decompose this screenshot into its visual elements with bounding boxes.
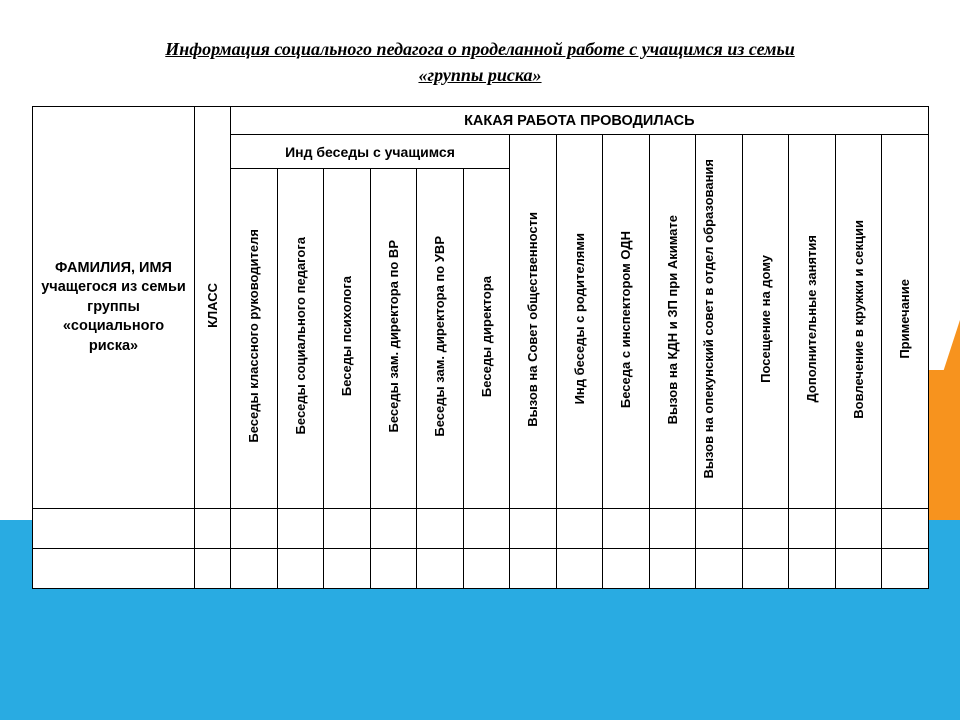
col-vertical: Вызов на КДН и ЗП при Акимате	[649, 135, 696, 509]
report-table: ФАМИЛИЯ, ИМЯ учащегося из семьи группы «…	[32, 106, 929, 589]
page-title: Информация социального педагога о продел…	[32, 36, 928, 88]
data-row	[33, 509, 929, 549]
col-vertical: Инд беседы с родителями	[556, 135, 603, 509]
col-vertical: Примечание	[882, 135, 929, 509]
col-vertical: Вовлечение в кружки и секции	[835, 135, 882, 509]
col-vertical: Беседы зам. директора по ВР	[370, 169, 417, 509]
col-vertical: Беседа с инспектором ОДН	[603, 135, 650, 509]
col-vertical: Беседы социального педагога	[277, 169, 324, 509]
page-content: Информация социального педагога о продел…	[0, 0, 960, 589]
col-vertical: Вызов на Совет общественности	[510, 135, 557, 509]
col-vertical: Вызов на опекунский совет в отдел образо…	[696, 135, 743, 509]
col-vertical: Беседы зам. директора по УВР	[417, 169, 464, 509]
data-row	[33, 549, 929, 589]
col-vertical: Дополнительные занятия	[789, 135, 836, 509]
col-vertical: Посещение на дому	[742, 135, 789, 509]
col-klass: КЛАСС	[195, 107, 231, 509]
col-family-name: ФАМИЛИЯ, ИМЯ учащегося из семьи группы «…	[33, 107, 195, 509]
header-main: КАКАЯ РАБОТА ПРОВОДИЛАСЬ	[231, 107, 929, 135]
col-vertical: Беседы классного руководителя	[231, 169, 278, 509]
col-vertical: Беседы директора	[463, 169, 510, 509]
title-line-1: Информация социального педагога о продел…	[165, 39, 794, 59]
title-line-2: «группы риска»	[418, 65, 541, 85]
header-sub: Инд беседы с учащимся	[231, 135, 510, 169]
col-vertical: Беседы психолога	[324, 169, 371, 509]
